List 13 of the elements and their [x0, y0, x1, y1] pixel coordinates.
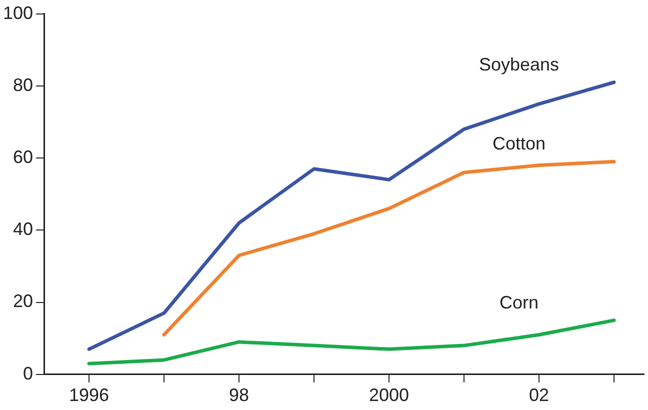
y-tick-label: 80: [13, 74, 34, 95]
series-label: Soybeans: [478, 54, 560, 74]
y-tick-label: 20: [13, 291, 34, 312]
series-label: Cotton: [492, 134, 546, 154]
series-label: Corn: [500, 292, 539, 312]
y-tick-label: 0: [23, 363, 34, 384]
x-tick-label: 98: [229, 385, 250, 406]
x-tick-label: 1996: [69, 385, 110, 406]
y-tick-label: 100: [2, 2, 34, 23]
x-tick-label: 2000: [368, 385, 410, 406]
y-tick-label: 60: [13, 147, 34, 168]
x-tick-label: 02: [528, 385, 550, 406]
y-tick-label: 40: [13, 219, 34, 240]
